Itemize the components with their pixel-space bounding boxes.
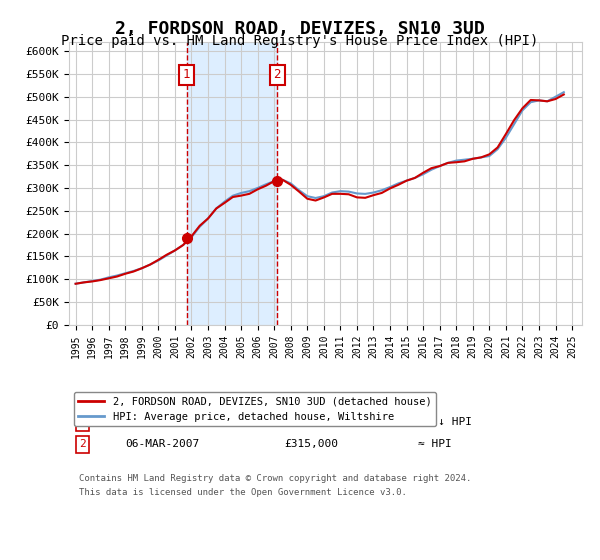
Text: This data is licensed under the Open Government Licence v3.0.: This data is licensed under the Open Gov…	[79, 488, 407, 497]
Text: Contains HM Land Registry data © Crown copyright and database right 2024.: Contains HM Land Registry data © Crown c…	[79, 474, 472, 483]
Text: 6% ↓ HPI: 6% ↓ HPI	[418, 417, 472, 427]
Text: 2: 2	[79, 440, 86, 450]
Text: 06-MAR-2007: 06-MAR-2007	[125, 440, 200, 450]
Text: 2: 2	[273, 68, 281, 81]
Text: 2, FORDSON ROAD, DEVIZES, SN10 3UD: 2, FORDSON ROAD, DEVIZES, SN10 3UD	[115, 20, 485, 38]
Text: 14-SEP-2001: 14-SEP-2001	[125, 417, 200, 427]
Text: 1: 1	[79, 417, 86, 427]
Text: 1: 1	[183, 68, 190, 81]
Bar	[187, 42, 277, 325]
Text: £190,000: £190,000	[284, 417, 338, 427]
Text: £315,000: £315,000	[284, 440, 338, 450]
Text: Price paid vs. HM Land Registry's House Price Index (HPI): Price paid vs. HM Land Registry's House …	[61, 34, 539, 48]
Legend: 2, FORDSON ROAD, DEVIZES, SN10 3UD (detached house), HPI: Average price, detache: 2, FORDSON ROAD, DEVIZES, SN10 3UD (deta…	[74, 392, 436, 426]
Text: ≈ HPI: ≈ HPI	[418, 440, 452, 450]
